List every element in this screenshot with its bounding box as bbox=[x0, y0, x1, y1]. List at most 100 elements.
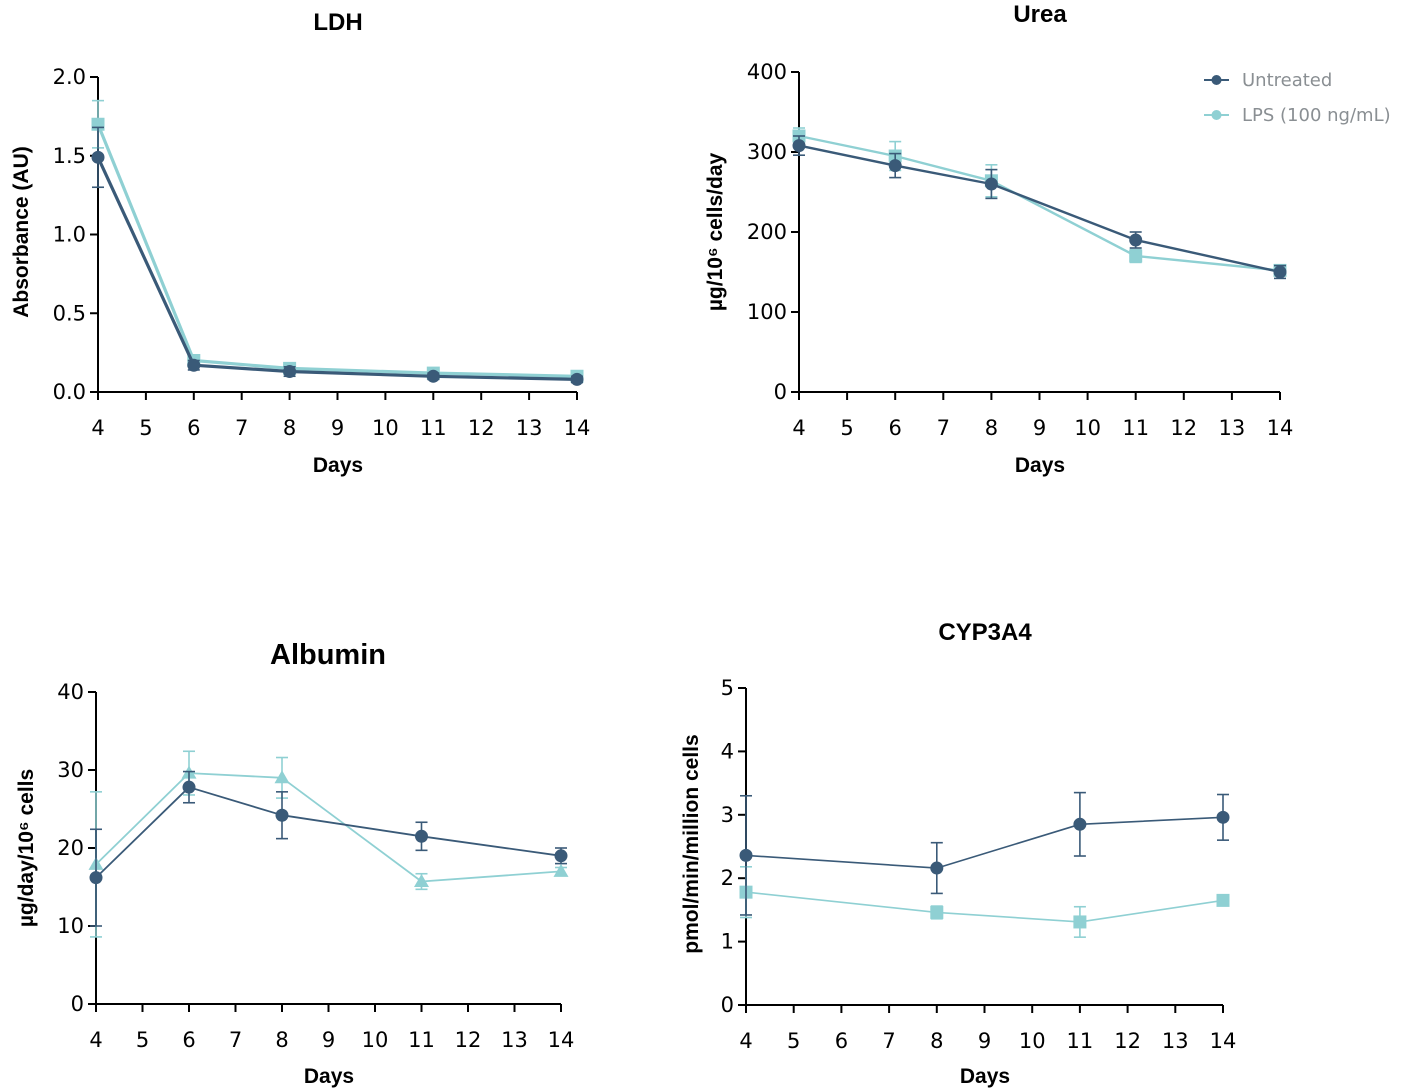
x-tick-label: 8 bbox=[930, 1029, 943, 1053]
x-axis-label: Days bbox=[1015, 454, 1065, 477]
x-tick-label: 8 bbox=[283, 416, 296, 440]
x-tick-label: 5 bbox=[136, 1028, 149, 1052]
series-line bbox=[745, 891, 1224, 923]
y-tick-label: 0 bbox=[71, 992, 84, 1016]
legend-label-lps: LPS (100 ng/mL) bbox=[1242, 105, 1391, 126]
x-tick-label: 7 bbox=[937, 416, 950, 440]
y-tick-label: 0 bbox=[774, 380, 787, 404]
x-tick-label: 13 bbox=[1219, 416, 1246, 440]
x-tick-label: 6 bbox=[889, 416, 902, 440]
series-line bbox=[96, 156, 578, 381]
data-point bbox=[414, 874, 429, 888]
x-tick-label: 4 bbox=[739, 1029, 752, 1053]
y-tick-label: 30 bbox=[57, 758, 84, 782]
series-line bbox=[96, 123, 578, 378]
x-tick-label: 12 bbox=[468, 416, 495, 440]
series-line bbox=[95, 786, 562, 879]
y-tick-label: 20 bbox=[57, 836, 84, 860]
x-tick-label: 11 bbox=[1122, 416, 1149, 440]
data-point bbox=[984, 177, 998, 191]
y-axis-label: µg/10⁶ cells/day bbox=[704, 153, 727, 312]
data-point bbox=[274, 770, 290, 784]
y-tick-label: 5 bbox=[721, 676, 734, 700]
y-tick-label: 400 bbox=[747, 60, 787, 84]
x-tick-label: 10 bbox=[1019, 1029, 1046, 1053]
legend-marker-untreated bbox=[1211, 75, 1222, 85]
x-axis-label: Days bbox=[960, 1065, 1010, 1088]
data-point bbox=[91, 150, 105, 164]
x-tick-label: 11 bbox=[420, 416, 447, 440]
chart-panel-albumin: Albumin µg/day/10⁶ cells Days 0 10 20 30 40 4… bbox=[15, 639, 574, 1088]
x-tick-label: 12 bbox=[455, 1028, 482, 1052]
chart-title: Albumin bbox=[270, 639, 386, 671]
data-point bbox=[792, 139, 806, 153]
y-tick-label: 1.5 bbox=[53, 144, 86, 168]
data-point bbox=[570, 372, 584, 386]
plot-area: 0.0 0.5 1.0 1.5 2.0 4 5 6 7 8 9 10 11 12 13 14 bbox=[53, 65, 591, 440]
x-tick-label: 13 bbox=[516, 416, 543, 440]
series-line bbox=[745, 816, 1224, 869]
x-tick-label: 7 bbox=[229, 1028, 242, 1052]
x-tick-label: 11 bbox=[1067, 1029, 1094, 1053]
y-tick-label: 0 bbox=[721, 993, 734, 1017]
data-point bbox=[1216, 810, 1230, 824]
data-point bbox=[930, 861, 944, 875]
chart-panel-ldh: LDH Absorbance (AU) Days 0.0 0.5 1.0 1.5 2.0… bbox=[10, 9, 590, 477]
x-tick-label: 14 bbox=[1267, 416, 1294, 440]
y-tick-label: 40 bbox=[57, 680, 84, 704]
x-tick-label: 14 bbox=[1210, 1029, 1237, 1053]
x-tick-label: 4 bbox=[91, 416, 104, 440]
x-tick-label: 7 bbox=[235, 416, 248, 440]
chart-title: LDH bbox=[313, 9, 362, 36]
x-tick-label: 6 bbox=[835, 1029, 848, 1053]
x-tick-label: 9 bbox=[1033, 416, 1046, 440]
x-tick-label: 8 bbox=[985, 416, 998, 440]
data-point bbox=[1073, 915, 1087, 929]
x-tick-label: 11 bbox=[408, 1028, 435, 1052]
data-point bbox=[1216, 893, 1230, 907]
x-axis-label: Days bbox=[313, 454, 363, 477]
x-tick-label: 12 bbox=[1114, 1029, 1141, 1053]
x-tick-label: 9 bbox=[322, 1028, 335, 1052]
data-point bbox=[739, 848, 753, 862]
x-tick-label: 10 bbox=[372, 416, 399, 440]
x-tick-label: 14 bbox=[564, 416, 591, 440]
plot-area: 0 100 200 300 400 4 5 6 7 8 9 10 11 12 13 14 bbox=[747, 60, 1293, 440]
y-tick-label: 0.0 bbox=[53, 380, 86, 404]
data-point bbox=[553, 863, 569, 877]
x-tick-label: 4 bbox=[792, 416, 805, 440]
series-line bbox=[798, 144, 1281, 274]
y-tick-label: 200 bbox=[747, 220, 787, 244]
x-tick-label: 6 bbox=[182, 1028, 195, 1052]
y-tick-label: 3 bbox=[721, 803, 734, 827]
x-tick-label: 13 bbox=[1162, 1029, 1189, 1053]
data-point bbox=[1129, 233, 1143, 247]
legend-label-untreated: Untreated bbox=[1242, 70, 1332, 91]
x-tick-label: 14 bbox=[548, 1028, 575, 1052]
x-tick-label: 9 bbox=[978, 1029, 991, 1053]
data-point bbox=[1273, 265, 1287, 279]
data-point bbox=[187, 358, 201, 372]
chart-panel-cyp3a4: CYP3A4 pmol/min/million cells Days 01234… bbox=[680, 619, 1236, 1088]
y-tick-label: 1 bbox=[721, 930, 734, 954]
y-axis-label: µg/day/10⁶ cells bbox=[15, 769, 38, 927]
legend-marker-lps bbox=[1211, 110, 1222, 120]
y-tick-label: 4 bbox=[721, 739, 734, 763]
data-point bbox=[89, 871, 103, 885]
x-tick-label: 10 bbox=[1074, 416, 1101, 440]
x-tick-label: 13 bbox=[501, 1028, 528, 1052]
y-tick-label: 100 bbox=[747, 300, 787, 324]
y-axis-label: Absorbance (AU) bbox=[10, 146, 33, 318]
x-tick-label: 10 bbox=[362, 1028, 389, 1052]
x-tick-label: 9 bbox=[331, 416, 344, 440]
data-point bbox=[283, 365, 297, 379]
x-tick-label: 4 bbox=[89, 1028, 102, 1052]
data-point bbox=[1129, 249, 1143, 263]
plot-area: 0 10 20 30 40 4 5 6 7 8 9 10 11 12 13 14 bbox=[57, 680, 574, 1052]
legend: Untreated LPS (100 ng/mL) bbox=[1204, 70, 1391, 126]
data-point bbox=[415, 829, 428, 843]
legend-item-untreated: Untreated bbox=[1204, 70, 1332, 91]
x-tick-label: 8 bbox=[275, 1028, 288, 1052]
